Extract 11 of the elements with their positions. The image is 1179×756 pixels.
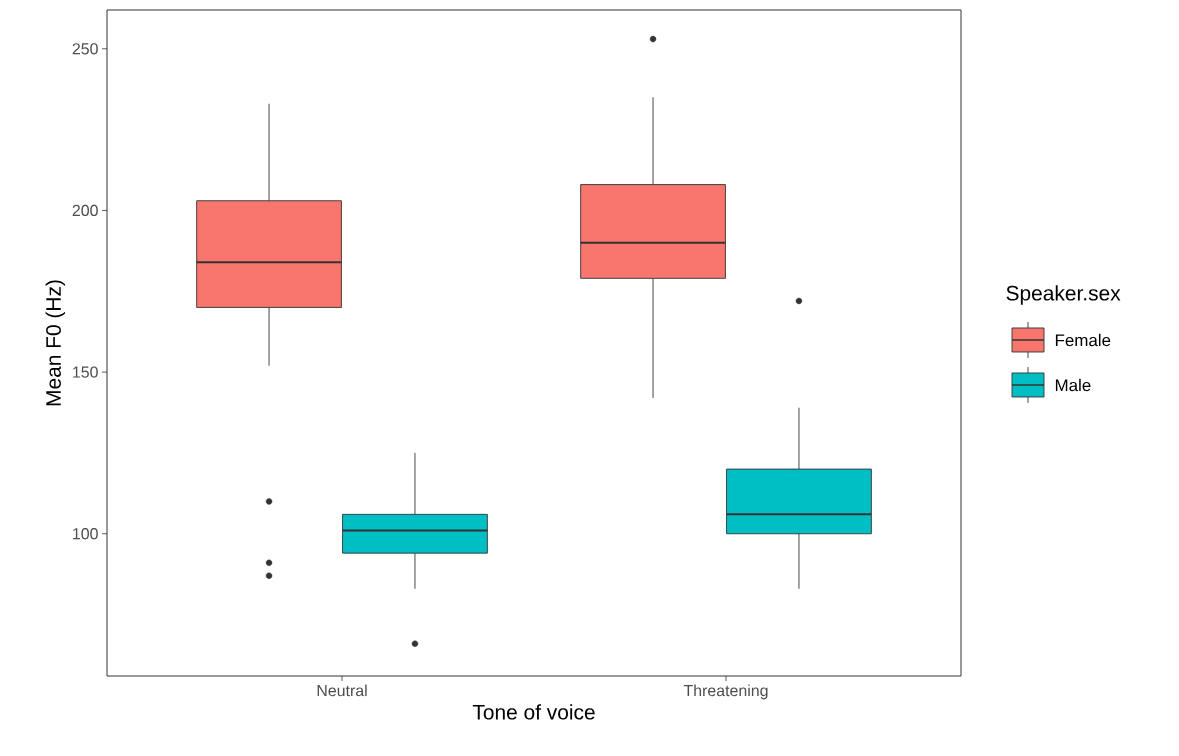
x-tick-label: Neutral	[317, 684, 367, 697]
y-tick-label: 150	[73, 366, 98, 378]
x-tick-label: Threatening	[683, 684, 768, 700]
legend-title: Speaker.sex	[1006, 285, 1121, 305]
y-tick-label: 100	[73, 528, 98, 540]
y-tick-label: 200	[72, 204, 98, 217]
x-axis-title: Tone of voice	[472, 704, 595, 720]
y-axis-title: Mean F0 (Hz)	[45, 280, 66, 406]
y-tick-label: 250	[72, 43, 98, 55]
legend-label: Male	[1055, 378, 1091, 392]
legend-label: Female	[1055, 333, 1111, 347]
